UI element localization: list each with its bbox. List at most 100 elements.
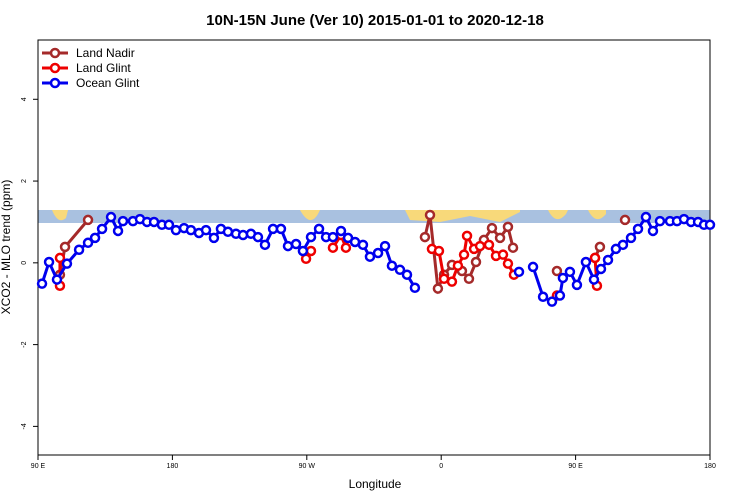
x-tick-label: 90 W: [299, 463, 316, 470]
x-tick-label: 0: [439, 463, 443, 470]
data-point: [282, 240, 294, 252]
data-point: [483, 239, 495, 251]
data-point: [589, 252, 601, 264]
chart-title: 10N-15N June (Ver 10) 2015-01-01 to 2020…: [206, 12, 544, 29]
data-point: [433, 245, 445, 257]
legend-marker: [49, 47, 61, 59]
legend-label: Land Nadir: [76, 46, 135, 60]
series-line: [531, 214, 710, 304]
data-point: [497, 249, 509, 260]
x-tick-label: 180: [704, 463, 716, 470]
data-point: [305, 231, 317, 243]
data-point: [446, 276, 458, 287]
data-point: [82, 237, 94, 249]
plot-frame: [37, 39, 711, 456]
data-point: [640, 211, 652, 223]
data-point: [595, 263, 607, 275]
data-point: [546, 296, 558, 307]
data-point: [163, 219, 175, 231]
data-point: [602, 254, 614, 266]
data-point: [313, 223, 325, 235]
data-point: [537, 291, 549, 303]
data-point: [73, 244, 85, 255]
legend-label: Ocean Glint: [76, 76, 140, 90]
legend-marker: [49, 77, 61, 89]
data-point: [185, 224, 197, 236]
data-point: [625, 232, 637, 244]
data-point: [290, 238, 302, 250]
data-point: [571, 279, 583, 291]
data-point: [170, 224, 182, 236]
data-point: [252, 231, 264, 243]
data-point: [554, 290, 566, 301]
data-point: [507, 242, 519, 253]
data-point: [386, 260, 398, 271]
data-point: [588, 274, 600, 285]
data-point: [502, 221, 514, 233]
data-point: [527, 261, 539, 273]
data-point: [43, 256, 55, 268]
data-point: [327, 242, 339, 253]
data-point: [105, 211, 117, 223]
data-point: [461, 230, 473, 242]
data-point: [419, 231, 431, 243]
data-point: [222, 226, 234, 238]
data-point: [51, 274, 63, 285]
data-point: [452, 260, 464, 271]
data-point: [580, 256, 592, 268]
data-point: [401, 269, 413, 280]
data-point: [513, 266, 525, 278]
x-axis-title: Longitude: [349, 477, 402, 491]
data-point: [704, 219, 716, 231]
y-axis-title: XCO2 - MLO trend (ppm): [0, 180, 13, 315]
data-point: [275, 223, 287, 235]
data-point: [594, 241, 606, 253]
data-point: [59, 241, 71, 253]
data-point: [557, 272, 569, 284]
data-point: [54, 252, 66, 264]
data-point: [470, 256, 482, 268]
x-tick-label: 90 E: [31, 463, 46, 470]
data-point: [364, 251, 376, 262]
data-point: [36, 278, 48, 289]
data-point: [486, 222, 498, 234]
data-point: [409, 282, 421, 294]
data-point: [89, 232, 101, 244]
data-point: [502, 258, 514, 269]
legend-marker: [49, 62, 61, 74]
y-tick-label: -4: [21, 423, 28, 429]
data-point: [305, 245, 317, 257]
map-strip: [38, 210, 710, 223]
data-point: [394, 264, 406, 276]
data-point: [632, 223, 644, 235]
data-point: [654, 215, 666, 227]
y-tick-label: 0: [21, 261, 28, 265]
data-point: [474, 240, 486, 252]
data-point: [424, 209, 436, 221]
data-point: [112, 225, 124, 237]
data-point: [237, 229, 249, 241]
data-point: [117, 215, 129, 227]
data-point: [463, 273, 475, 285]
data-point: [617, 239, 629, 251]
data-point: [200, 224, 212, 236]
data-point: [96, 223, 108, 235]
data-point: [372, 247, 384, 259]
data-point: [458, 249, 470, 260]
legend-label: Land Glint: [76, 61, 131, 75]
y-tick-label: 2: [21, 179, 28, 183]
data-point: [297, 245, 309, 257]
data-point: [340, 242, 352, 253]
data-point: [208, 232, 220, 244]
data-point: [259, 239, 271, 251]
data-point: [335, 225, 347, 237]
data-point: [494, 232, 506, 244]
data-point: [432, 283, 444, 294]
x-tick-label: 180: [167, 463, 179, 470]
data-point: [82, 214, 94, 226]
data-point: [379, 240, 391, 252]
y-tick-label: 4: [21, 97, 28, 101]
data-point: [564, 266, 576, 278]
y-tick-label: -2: [21, 341, 28, 347]
